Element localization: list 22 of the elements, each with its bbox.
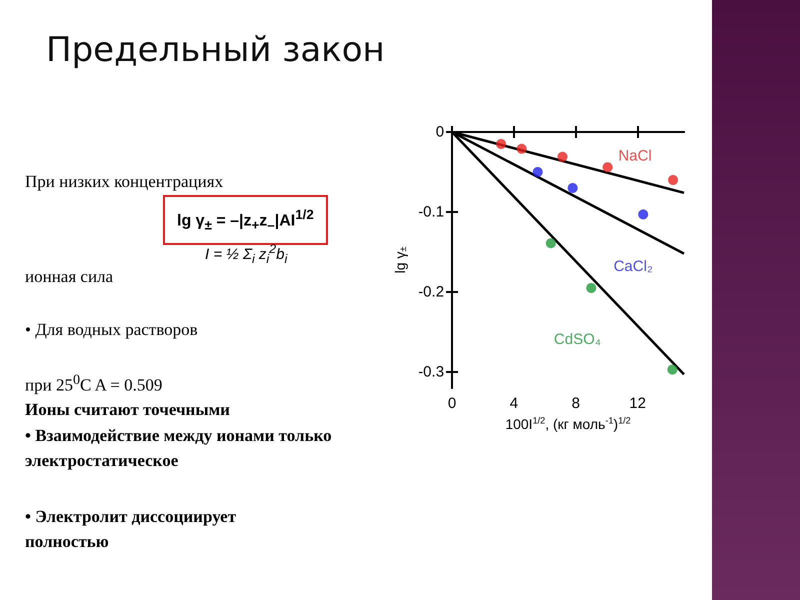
chart-title: Предельный закон <box>46 30 385 70</box>
series-label: NaCl <box>618 148 652 164</box>
y-tick-label: -0.3 <box>418 364 444 380</box>
text: При низких концентрациях <box>25 171 224 193</box>
text: I = ½ Σ$_{i}$ z$_{i}$$^{2}$b$_{i}$ <box>205 241 288 268</box>
x-tick-label: 4 <box>510 395 518 412</box>
y-axis-title: lg γ± <box>392 246 408 274</box>
y-tick-label: -0.1 <box>418 204 444 220</box>
text: CdSO₄ <box>554 331 601 348</box>
text: • Взаимодействие между ионами только электростатическое <box>25 425 333 472</box>
text: • Для водных растворов <box>25 319 198 341</box>
x-tick-label: 8 <box>572 395 580 412</box>
y-tick-label: -0.2 <box>418 284 444 300</box>
text: ионная сила <box>25 266 114 288</box>
text: CaCl₂ <box>614 258 653 275</box>
text: lg γ$_{±}$ = –|z$_{+}$z$_{–}$|AI$^{1/2}$ <box>177 207 314 233</box>
x-tick-label: 12 <box>629 395 646 412</box>
text: Ионы считают точечными <box>25 399 230 421</box>
x-tick-label: 0 <box>448 395 456 412</box>
text: • Электролит диссоциирует полностью <box>25 506 238 553</box>
text: при 25$^{0}$C A = 0.509 <box>25 371 162 397</box>
y-tick-label: 0 <box>436 124 444 140</box>
